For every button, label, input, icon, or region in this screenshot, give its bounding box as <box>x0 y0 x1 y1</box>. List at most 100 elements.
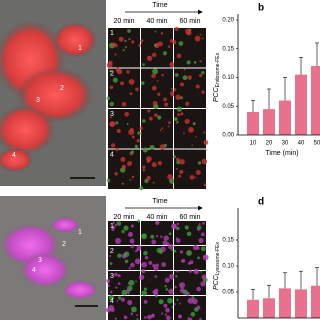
tile-speck <box>155 221 158 224</box>
tile-speck <box>123 225 129 231</box>
tile-speck <box>155 235 159 238</box>
tile-speck <box>137 131 141 135</box>
tile-speck <box>176 120 179 123</box>
tile-speck <box>173 303 176 306</box>
tile-speck <box>193 268 200 275</box>
tile-speck <box>130 150 134 154</box>
tile-speck <box>164 102 169 107</box>
micrograph-tile <box>174 149 206 189</box>
tile-speck <box>179 158 185 165</box>
tile-speck <box>142 165 146 169</box>
tile-speck <box>190 312 196 317</box>
tile-speck <box>142 147 148 153</box>
tile-speck <box>130 306 137 313</box>
tile-speck <box>187 297 194 304</box>
micrograph-tile <box>108 68 140 108</box>
tile-speck <box>127 299 133 306</box>
tile-speck <box>141 233 148 240</box>
tile-speck <box>162 243 165 246</box>
tile-speck <box>124 111 130 117</box>
tile-speck <box>151 162 157 168</box>
tile-speck <box>161 262 167 267</box>
tile-speck <box>179 250 184 254</box>
tile-speck <box>164 277 170 283</box>
tile-speck <box>180 83 183 85</box>
tile-speck <box>130 245 134 249</box>
row-label: 1 <box>110 223 114 230</box>
tile-speck <box>198 223 201 226</box>
tile-speck <box>167 125 170 128</box>
tile-speck <box>117 282 121 285</box>
panel-label: d <box>258 197 264 208</box>
row-label: 3 <box>110 111 114 118</box>
column-label: 40 min <box>146 18 167 25</box>
tile-speck <box>154 43 157 47</box>
micrograph-tile <box>141 68 173 108</box>
row-label: 2 <box>110 70 114 77</box>
tile-speck <box>122 49 125 52</box>
x-tick-label: 10 <box>250 141 257 147</box>
tile-speck <box>191 296 195 300</box>
tile-speck <box>165 315 171 320</box>
panel-label: b <box>258 3 264 14</box>
tile-speck <box>118 36 124 42</box>
tile-speck <box>151 239 157 245</box>
tile-speck <box>146 156 152 162</box>
tile-speck <box>128 267 131 270</box>
tile-speck <box>146 175 151 181</box>
tile-speck <box>138 185 144 191</box>
tile-speck <box>107 284 110 287</box>
row-label: 3 <box>110 273 114 280</box>
tile-speck <box>187 75 192 80</box>
tile-speck <box>143 316 147 319</box>
tile-speck <box>136 248 139 252</box>
tile-speck <box>134 144 139 149</box>
tile-speck <box>160 32 164 35</box>
tile-speck <box>114 172 118 176</box>
tile-speck <box>176 226 180 231</box>
tile-speck <box>141 290 147 296</box>
tile-speck <box>142 168 146 172</box>
tile-speck <box>115 237 122 244</box>
tile-speck <box>161 312 164 315</box>
tile-speck <box>152 68 159 75</box>
time-title: Time <box>152 2 167 9</box>
tile-speck <box>179 302 182 305</box>
tile-speck <box>165 288 169 291</box>
tile-speck <box>178 174 182 178</box>
tile-speck <box>168 121 171 124</box>
tile-speck <box>155 295 158 298</box>
tile-speck <box>175 94 181 100</box>
tile-speck <box>115 67 120 72</box>
region-label: 3 <box>36 97 40 104</box>
x-tick-label: 40 <box>298 141 305 147</box>
bar <box>263 298 275 318</box>
tile-speck <box>171 223 177 230</box>
tile-speck <box>121 182 124 185</box>
tile-speck <box>192 244 199 251</box>
column-label: 40 min <box>146 214 167 221</box>
tile-speck <box>142 119 146 123</box>
tile-speck <box>188 126 194 133</box>
bar <box>279 288 291 318</box>
tile-speck <box>175 157 180 162</box>
tile-speck <box>183 68 186 71</box>
tile-speck <box>109 85 114 90</box>
tile-speck <box>129 178 132 181</box>
micrograph-tile <box>108 109 140 149</box>
tile-speck <box>168 244 174 250</box>
tile-speck <box>130 262 135 268</box>
tile-speck <box>192 122 196 126</box>
tile-speck <box>176 168 178 170</box>
tile-speck <box>131 135 135 139</box>
region-label: 1 <box>78 45 82 52</box>
tile-speck <box>117 296 122 300</box>
x-tick-label: 20 <box>266 141 273 147</box>
tile-speck <box>127 29 131 33</box>
tile-speck <box>176 298 179 301</box>
tile-speck <box>150 234 155 239</box>
tile-speck <box>150 314 155 318</box>
tile-speck <box>106 96 111 101</box>
tile-speck <box>108 294 114 301</box>
